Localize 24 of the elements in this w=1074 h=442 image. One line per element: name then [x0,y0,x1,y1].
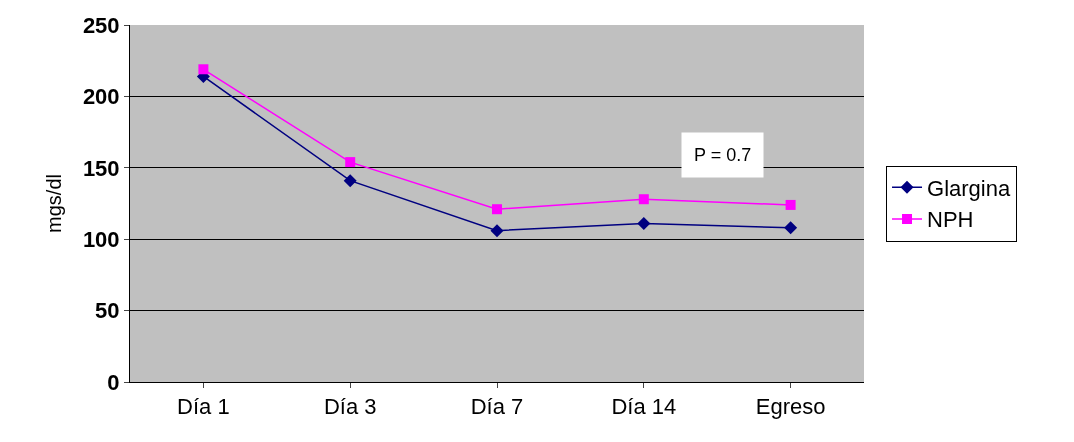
point [343,174,357,188]
legend-label: NPH [927,207,974,233]
x-tick-label: Día 1 [177,394,230,420]
point [638,194,649,205]
y-tick-label: 200 [82,84,120,110]
x-tick-label: Día 3 [323,394,377,420]
annotation: P = 0.7 [694,145,752,165]
point [490,224,504,238]
y-tick-label: 150 [82,155,120,181]
point [785,199,796,210]
point [198,64,209,75]
y-tick-label: 100 [82,226,120,252]
legend-label: Glargina [927,175,1011,201]
y-tick-label: 250 [82,12,120,38]
point [492,204,502,215]
point [637,216,651,230]
point [784,221,798,235]
y-tick-label: 0 [107,369,120,395]
y-tick-label: 50 [95,298,120,324]
point [345,157,356,168]
x-tick-label: Egreso [755,394,826,420]
y-axis-title: mgs/dl [43,174,66,233]
x-tick-label: Día 7 [470,394,524,420]
x-tick-label: Día 14 [611,394,677,420]
